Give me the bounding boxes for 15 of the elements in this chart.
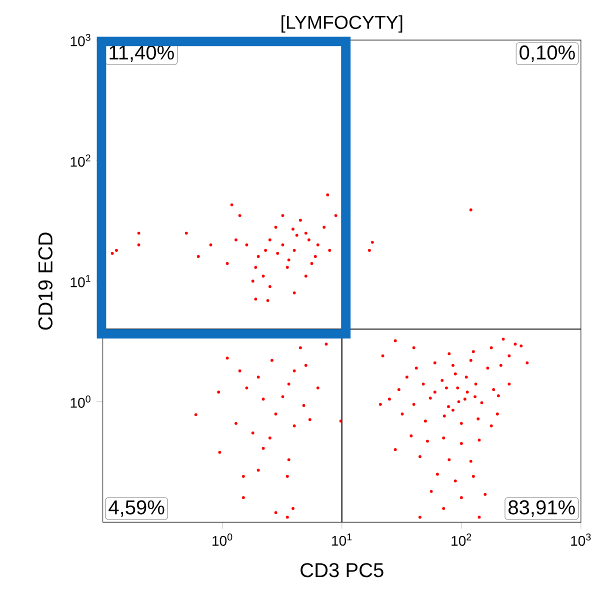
y-tick-label: 10$^{3}$ bbox=[70, 34, 91, 46]
x-axis-title: CD3 PC5 bbox=[300, 563, 384, 578]
y-axis-title: CD19 ECD bbox=[38, 232, 53, 330]
y-tick-label: 10$^{1}$ bbox=[70, 275, 91, 288]
annotation: 83,91% bbox=[508, 500, 576, 517]
x-tick-label: 10$^{1}$ bbox=[332, 534, 352, 546]
chart-title: [LYMFOCYTY] bbox=[282, 15, 402, 33]
x-tick-label: 10$^{0}$ bbox=[212, 534, 232, 546]
x-tick-label: 10$^{3}$ bbox=[571, 534, 591, 546]
annotation: 0,10% bbox=[520, 45, 576, 62]
annotation: 4,59% bbox=[108, 500, 164, 517]
y-tick-label: 10$^{0}$ bbox=[70, 396, 91, 408]
x-tick-label: 10$^{2}$ bbox=[452, 534, 472, 546]
annotation: 11,40% bbox=[110, 45, 174, 62]
y-tick-label: 10$^{2}$ bbox=[70, 154, 90, 167]
